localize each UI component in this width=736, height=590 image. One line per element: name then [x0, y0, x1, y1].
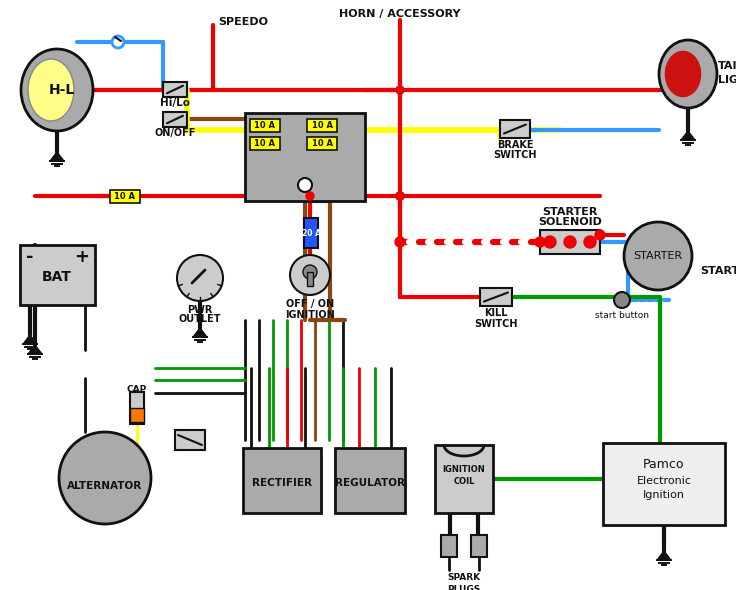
Polygon shape — [28, 345, 42, 354]
Circle shape — [59, 432, 151, 524]
Text: STARTER: STARTER — [700, 266, 736, 276]
Bar — [335, 448, 405, 513]
Text: 10 A: 10 A — [255, 139, 275, 148]
Text: PLUGS: PLUGS — [447, 585, 481, 590]
Bar — [307, 137, 337, 150]
Circle shape — [584, 236, 596, 248]
Text: Electronic: Electronic — [637, 476, 692, 486]
Polygon shape — [657, 551, 671, 560]
Text: 20 A: 20 A — [302, 228, 320, 238]
Text: SWITCH: SWITCH — [474, 319, 517, 329]
Bar — [250, 137, 280, 150]
Circle shape — [396, 192, 404, 200]
Bar — [130, 392, 144, 424]
Circle shape — [614, 292, 630, 308]
Text: PWR: PWR — [188, 305, 213, 315]
Text: ALTERNATOR: ALTERNATOR — [68, 481, 143, 491]
Circle shape — [290, 255, 330, 295]
Bar — [500, 120, 530, 138]
Text: 10 A: 10 A — [255, 121, 275, 130]
Bar — [163, 82, 187, 97]
Ellipse shape — [21, 49, 93, 131]
Ellipse shape — [664, 50, 702, 98]
Bar — [250, 119, 280, 132]
Text: COIL: COIL — [453, 477, 475, 487]
Bar — [163, 112, 187, 127]
Bar — [20, 245, 95, 305]
Circle shape — [535, 237, 545, 247]
Circle shape — [564, 236, 576, 248]
Text: TAIL: TAIL — [718, 61, 736, 71]
Bar — [243, 448, 321, 513]
Text: OUTLET: OUTLET — [179, 314, 222, 324]
Text: REGULATOR: REGULATOR — [335, 478, 405, 488]
Text: H-L: H-L — [49, 83, 75, 97]
Text: Ignition: Ignition — [643, 490, 685, 500]
Text: 10 A: 10 A — [311, 139, 333, 148]
Text: CAP: CAP — [127, 385, 147, 395]
Text: +: + — [74, 248, 90, 266]
Bar — [480, 288, 512, 306]
Text: Pamco: Pamco — [643, 458, 684, 471]
Bar — [307, 272, 313, 286]
Text: STARTER: STARTER — [542, 207, 598, 217]
Bar — [245, 113, 365, 201]
Text: LIGHT: LIGHT — [718, 75, 736, 85]
Circle shape — [624, 222, 692, 290]
Bar — [435, 445, 493, 513]
Circle shape — [112, 36, 124, 48]
Bar — [175, 430, 205, 450]
Bar — [441, 535, 457, 557]
Bar — [304, 218, 318, 248]
Circle shape — [396, 192, 404, 200]
Text: RECTIFIER: RECTIFIER — [252, 478, 312, 488]
Text: 10 A: 10 A — [311, 121, 333, 130]
Circle shape — [595, 230, 605, 240]
Polygon shape — [681, 131, 695, 140]
Circle shape — [395, 237, 405, 247]
Circle shape — [177, 255, 223, 301]
Text: HORN / ACCESSORY: HORN / ACCESSORY — [339, 9, 461, 19]
Polygon shape — [23, 335, 37, 344]
Circle shape — [396, 192, 404, 200]
Polygon shape — [193, 328, 207, 337]
Ellipse shape — [659, 40, 717, 108]
Circle shape — [396, 86, 404, 94]
Text: ON/OFF: ON/OFF — [155, 128, 196, 138]
Bar — [603, 443, 725, 525]
Text: BRAKE: BRAKE — [497, 140, 534, 150]
Text: STARTER: STARTER — [634, 251, 682, 261]
Text: OFF / ON: OFF / ON — [286, 299, 334, 309]
Bar — [110, 190, 140, 203]
Bar — [307, 119, 337, 132]
Bar — [471, 535, 487, 557]
Text: IGNITION: IGNITION — [285, 310, 335, 320]
Polygon shape — [50, 152, 64, 161]
Text: IGNITION: IGNITION — [442, 466, 485, 474]
Text: SOLENOID: SOLENOID — [538, 217, 602, 227]
Text: KILL: KILL — [484, 308, 508, 318]
Circle shape — [298, 178, 312, 192]
Circle shape — [306, 192, 314, 200]
Bar — [540, 230, 600, 254]
Text: SWITCH: SWITCH — [493, 150, 537, 160]
Circle shape — [544, 236, 556, 248]
Text: -: - — [26, 248, 34, 266]
Text: SPARK: SPARK — [447, 573, 481, 582]
Ellipse shape — [28, 59, 74, 121]
Text: Hi/Lo: Hi/Lo — [160, 98, 190, 108]
Circle shape — [303, 265, 317, 279]
Text: SPEEDO: SPEEDO — [218, 17, 268, 27]
Text: start button: start button — [595, 310, 649, 320]
Text: BAT: BAT — [42, 270, 72, 284]
Bar — [130, 408, 144, 422]
Text: 10 A: 10 A — [115, 192, 135, 201]
